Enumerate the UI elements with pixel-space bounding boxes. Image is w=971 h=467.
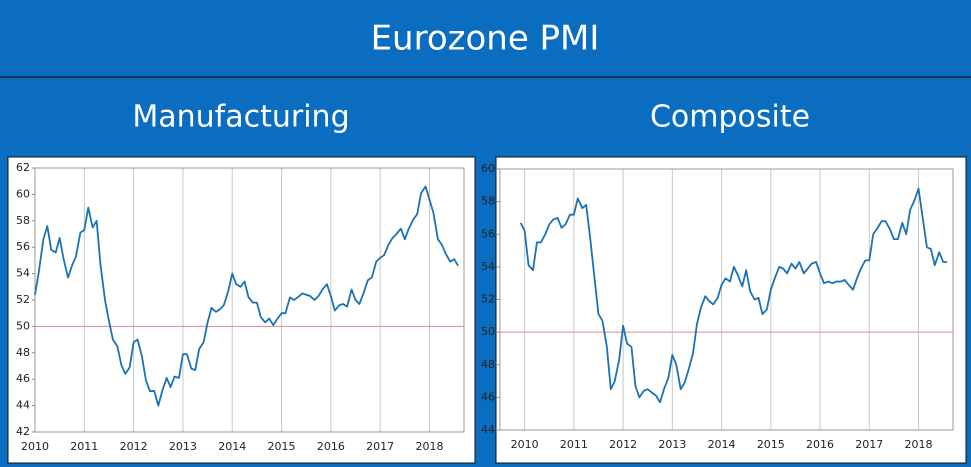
x-tick-label: 2011	[70, 440, 98, 453]
y-tick-label: 60	[16, 187, 30, 200]
y-tick-label: 58	[481, 195, 495, 208]
y-tick-label: 50	[481, 325, 495, 338]
page-title: Eurozone PMI	[371, 19, 600, 59]
y-tick-label: 50	[16, 319, 30, 332]
y-tick-label: 54	[16, 267, 30, 280]
plot-frame	[34, 167, 465, 433]
x-tick-label: 2013	[169, 440, 197, 453]
y-tick-label: 42	[16, 425, 30, 438]
y-tick-label: 52	[481, 293, 495, 306]
x-tick-label: 2014	[708, 438, 736, 451]
y-tick-label: 44	[481, 423, 495, 436]
data-line	[34, 185, 459, 407]
y-tick-label: 46	[16, 372, 30, 385]
y-tick-label: 44	[16, 399, 30, 412]
plot-frame	[499, 168, 954, 431]
y-tick-label: 56	[16, 240, 30, 253]
x-tick-label: 2018	[905, 438, 933, 451]
x-tick-label: 2018	[415, 440, 443, 453]
chart-title: Composite	[650, 100, 810, 135]
y-tick-label: 48	[16, 346, 30, 359]
x-tick-label: 2015	[268, 440, 296, 453]
y-tick-label: 62	[16, 161, 30, 174]
x-tick-label: 2012	[609, 438, 637, 451]
x-tick-label: 2013	[658, 438, 686, 451]
x-tick-label: 2014	[218, 440, 246, 453]
y-tick-label: 52	[16, 293, 30, 306]
y-tick-label: 58	[16, 214, 30, 227]
x-tick-label: 2010	[511, 438, 539, 451]
y-tick-label: 60	[481, 162, 495, 175]
x-tick-label: 2016	[806, 438, 834, 451]
x-tick-label: 2016	[317, 440, 345, 453]
x-tick-label: 2012	[120, 440, 148, 453]
x-tick-label: 2010	[21, 440, 49, 453]
x-tick-label: 2015	[757, 438, 785, 451]
y-tick-label: 48	[481, 358, 495, 371]
y-tick-label: 56	[481, 227, 495, 240]
x-tick-label: 2017	[855, 438, 883, 451]
panel	[7, 156, 476, 464]
y-tick-label: 46	[481, 390, 495, 403]
panel	[495, 156, 967, 464]
y-tick-label: 54	[481, 260, 495, 273]
x-tick-label: 2017	[366, 440, 394, 453]
data-line	[519, 187, 948, 404]
chart-title: Manufacturing	[132, 100, 349, 135]
x-tick-label: 2011	[560, 438, 588, 451]
